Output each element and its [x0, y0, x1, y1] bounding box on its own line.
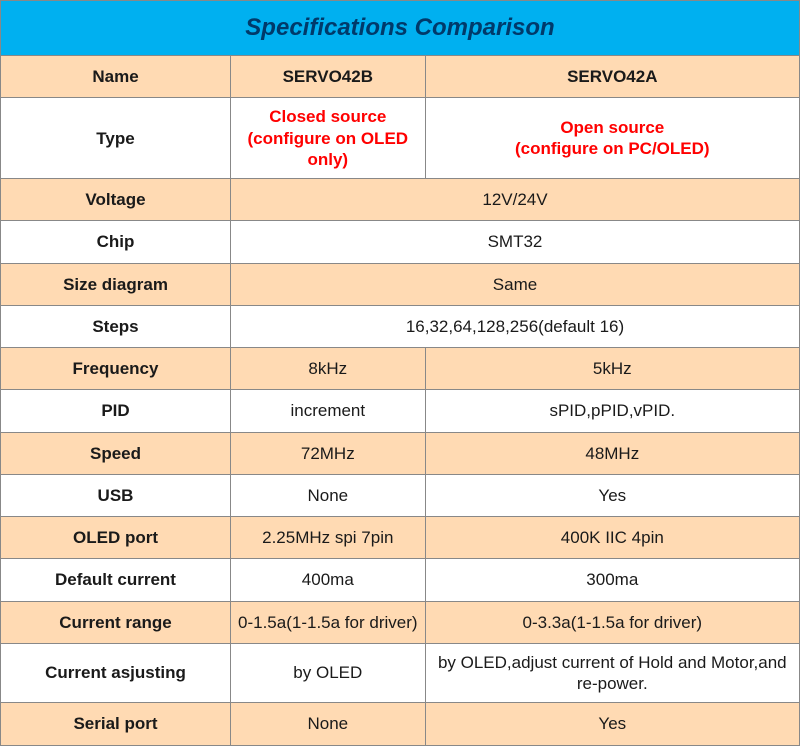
- row-value-a: Closed source(configure on OLED only): [231, 98, 426, 179]
- row-value-b: 48MHz: [425, 432, 799, 474]
- table-row: Serial portNoneYes: [1, 703, 800, 745]
- row-value-b: SERVO42A: [425, 56, 799, 98]
- row-label: Chip: [1, 221, 231, 263]
- row-value-a: 8kHz: [231, 348, 426, 390]
- table-row: Voltage12V/24V: [1, 179, 800, 221]
- row-label: Serial port: [1, 703, 231, 745]
- table-row: ChipSMT32: [1, 221, 800, 263]
- table-row: Steps16,32,64,128,256(default 16): [1, 305, 800, 347]
- table-title: Specifications Comparison: [1, 1, 800, 56]
- spec-comparison-table: Specifications Comparison NameSERVO42BSE…: [0, 0, 800, 746]
- row-value-b: Open source(configure on PC/OLED): [425, 98, 799, 179]
- row-value-a: 400ma: [231, 559, 426, 601]
- table-row: NameSERVO42BSERVO42A: [1, 56, 800, 98]
- row-value-a: 0-1.5a(1-1.5a for driver): [231, 601, 426, 643]
- row-label: Type: [1, 98, 231, 179]
- row-value-a: SERVO42B: [231, 56, 426, 98]
- row-value-merged: 12V/24V: [231, 179, 800, 221]
- row-value-b: by OLED,adjust current of Hold and Motor…: [425, 643, 799, 703]
- row-value-b: 0-3.3a(1-1.5a for driver): [425, 601, 799, 643]
- row-label: Frequency: [1, 348, 231, 390]
- row-value-a: increment: [231, 390, 426, 432]
- row-value-merged: Same: [231, 263, 800, 305]
- table-row: Current asjustingby OLEDby OLED,adjust c…: [1, 643, 800, 703]
- row-value-b: sPID,pPID,vPID.: [425, 390, 799, 432]
- row-value-merged: SMT32: [231, 221, 800, 263]
- row-label: Size diagram: [1, 263, 231, 305]
- row-value-b: 5kHz: [425, 348, 799, 390]
- title-row: Specifications Comparison: [1, 1, 800, 56]
- row-value-merged: 16,32,64,128,256(default 16): [231, 305, 800, 347]
- table-row: TypeClosed source(configure on OLED only…: [1, 98, 800, 179]
- row-label: Current range: [1, 601, 231, 643]
- table-row: Default current400ma300ma: [1, 559, 800, 601]
- table-row: Current range0-1.5a(1-1.5a for driver)0-…: [1, 601, 800, 643]
- table-row: Frequency8kHz5kHz: [1, 348, 800, 390]
- row-value-b: 400K IIC 4pin: [425, 517, 799, 559]
- row-label: Voltage: [1, 179, 231, 221]
- table-row: USBNoneYes: [1, 474, 800, 516]
- row-value-a: None: [231, 703, 426, 745]
- row-value-b: 300ma: [425, 559, 799, 601]
- row-value-b: Yes: [425, 703, 799, 745]
- row-label: Steps: [1, 305, 231, 347]
- row-label: OLED port: [1, 517, 231, 559]
- row-label: Speed: [1, 432, 231, 474]
- table-row: Size diagramSame: [1, 263, 800, 305]
- row-value-a: by OLED: [231, 643, 426, 703]
- table-row: PIDincrementsPID,pPID,vPID.: [1, 390, 800, 432]
- row-label: Name: [1, 56, 231, 98]
- row-value-a: 72MHz: [231, 432, 426, 474]
- table-row: OLED port2.25MHz spi 7pin400K IIC 4pin: [1, 517, 800, 559]
- row-value-a: 2.25MHz spi 7pin: [231, 517, 426, 559]
- row-label: PID: [1, 390, 231, 432]
- row-label: Default current: [1, 559, 231, 601]
- row-value-b: Yes: [425, 474, 799, 516]
- row-label: Current asjusting: [1, 643, 231, 703]
- row-label: USB: [1, 474, 231, 516]
- row-value-a: None: [231, 474, 426, 516]
- table-row: Speed72MHz48MHz: [1, 432, 800, 474]
